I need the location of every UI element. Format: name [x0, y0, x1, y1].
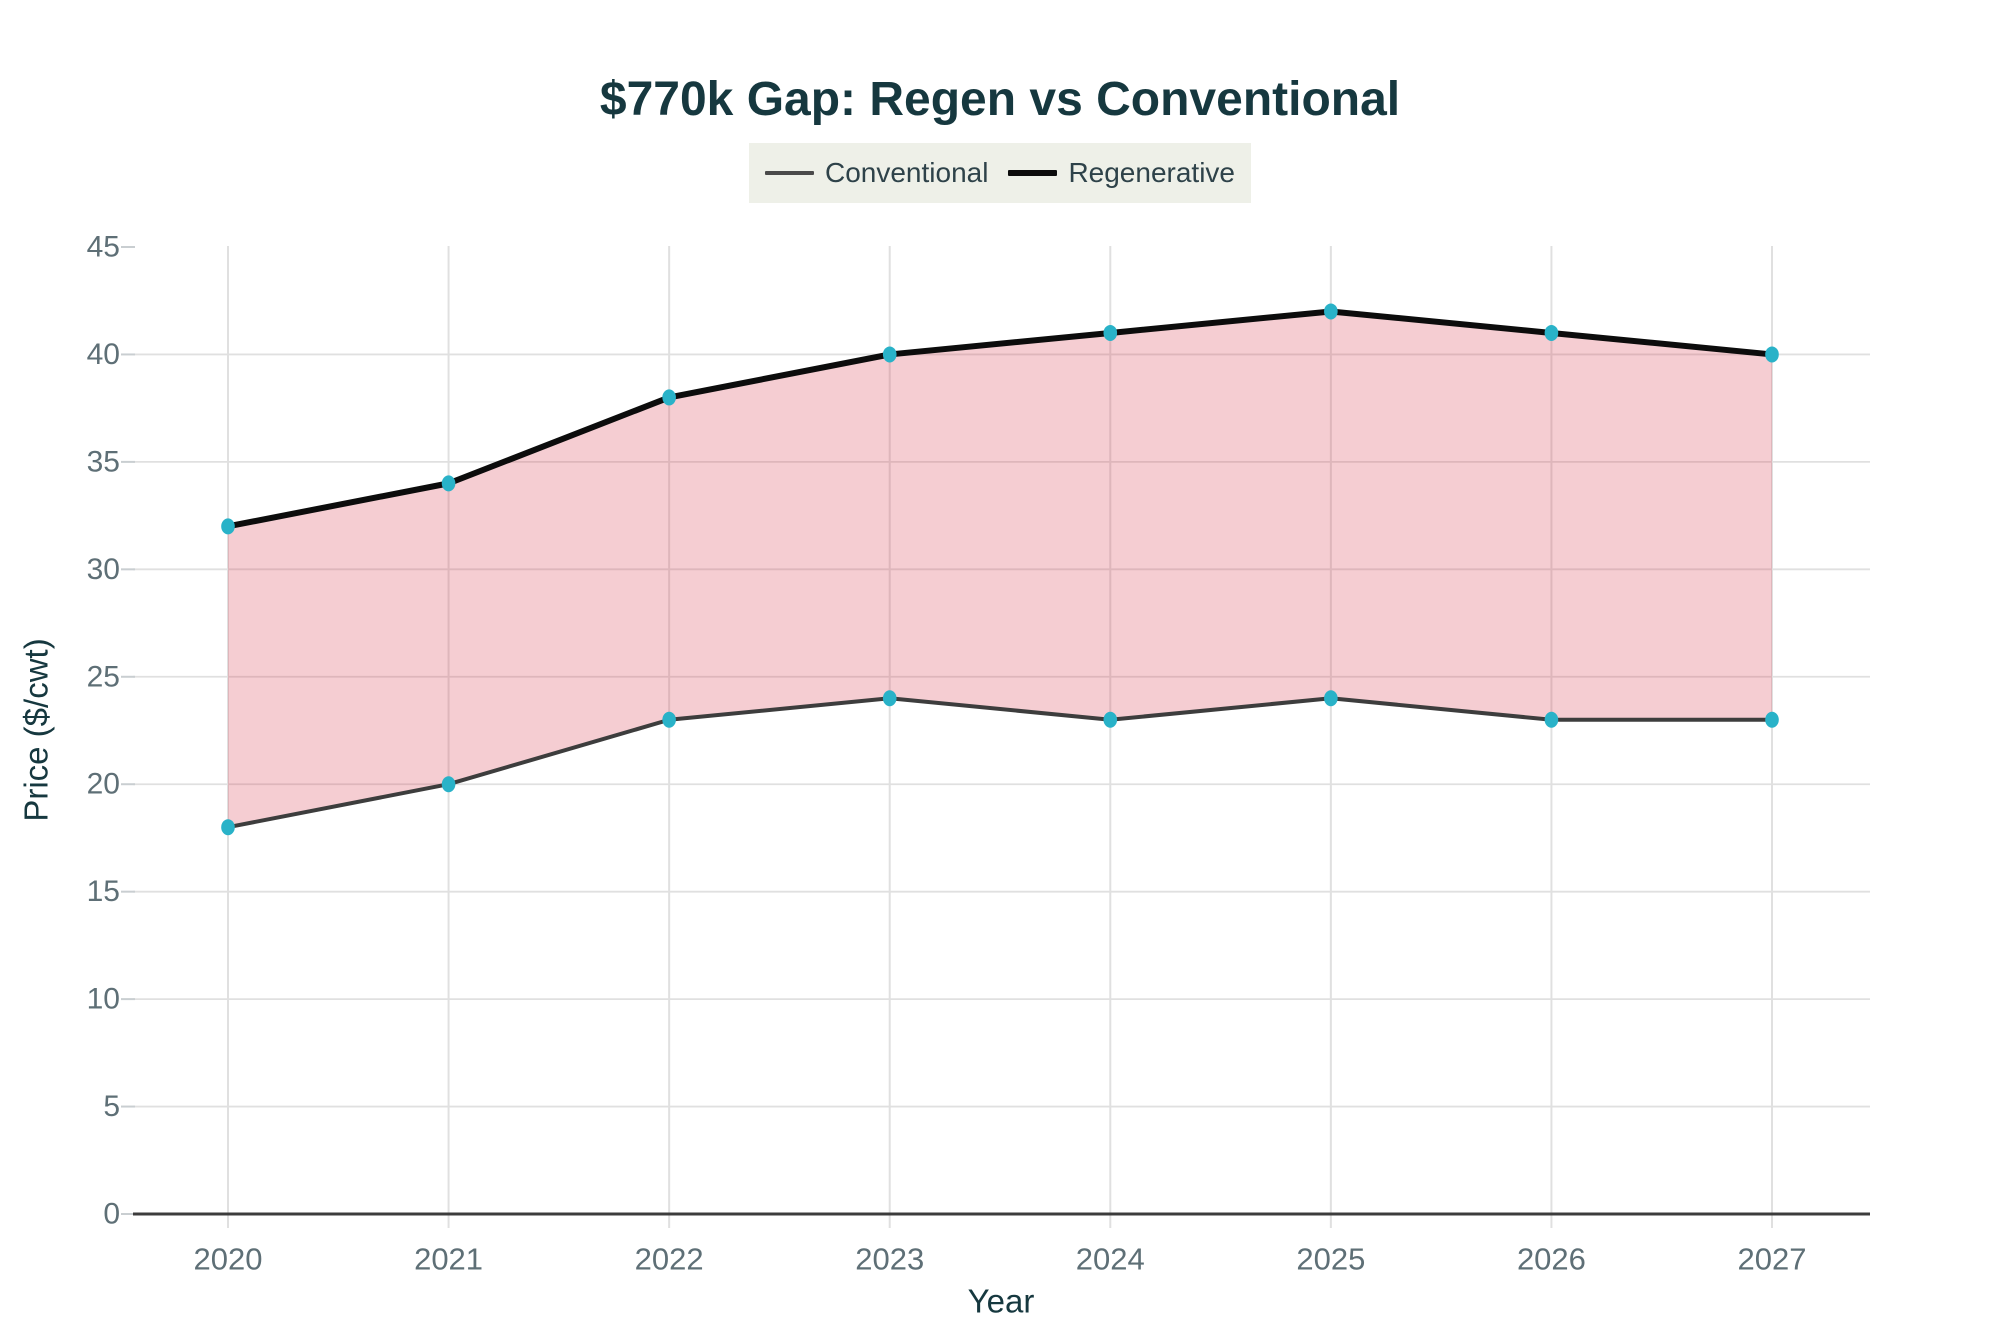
- legend: Conventional Regenerative: [748, 143, 1252, 203]
- y-axis-title: Price ($/cwt): [18, 638, 55, 821]
- x-tick-label: 2026: [1517, 1242, 1586, 1277]
- conventional-line-swatch: [764, 171, 814, 175]
- data-point-marker: [662, 389, 676, 406]
- series-line-conventional: [226, 696, 1774, 830]
- y-tick-label: 45: [87, 231, 120, 264]
- y-tick-label: 20: [87, 768, 120, 801]
- y-tick-label: 40: [87, 338, 120, 371]
- data-point-marker: [441, 776, 456, 793]
- data-point-marker: [1103, 711, 1118, 728]
- y-tick-label: 0: [103, 1198, 120, 1231]
- x-tick-label: 2022: [635, 1242, 704, 1277]
- data-point-marker: [882, 346, 897, 363]
- y-tick-label: 10: [87, 983, 120, 1016]
- chart-title: $770k Gap: Regen vs Conventional: [599, 73, 1401, 126]
- legend-item-regenerative: Regenerative: [1008, 157, 1235, 189]
- data-point-marker: [441, 475, 456, 492]
- gap-area: [228, 311, 1772, 828]
- y-tick-label: 30: [87, 553, 120, 586]
- y-tick-label: 25: [87, 660, 120, 693]
- x-tick-label: 2025: [1296, 1242, 1365, 1277]
- data-point-marker: [1324, 690, 1338, 707]
- data-point-marker: [1765, 346, 1779, 363]
- data-point-marker: [662, 711, 676, 728]
- regenerative-line-swatch: [1008, 170, 1058, 176]
- y-tick-label: 35: [87, 445, 120, 478]
- series-line-regenerative: [225, 308, 1775, 530]
- x-tick-label: 2021: [414, 1242, 483, 1277]
- data-point-marker: [1544, 324, 1559, 341]
- legend-label-conventional: Conventional: [824, 157, 989, 188]
- data-point-marker: [1324, 303, 1338, 320]
- x-tick-label: 2027: [1738, 1242, 1807, 1277]
- x-tick-label: 2024: [1076, 1242, 1145, 1277]
- data-point-marker: [1544, 711, 1559, 728]
- y-tick-label: 15: [87, 875, 120, 908]
- data-point-marker: [221, 819, 235, 836]
- data-point-marker: [1103, 324, 1118, 341]
- data-point-marker: [221, 518, 235, 535]
- data-point-marker: [882, 690, 897, 707]
- x-axis-title: Year: [968, 1283, 1035, 1320]
- x-tick-label: 2020: [194, 1242, 263, 1277]
- y-tick-label: 5: [103, 1090, 120, 1123]
- data-point-marker: [1765, 711, 1779, 728]
- legend-label-regenerative: Regenerative: [1068, 157, 1236, 188]
- x-tick-label: 2023: [855, 1242, 924, 1277]
- legend-item-conventional: Conventional: [764, 157, 989, 189]
